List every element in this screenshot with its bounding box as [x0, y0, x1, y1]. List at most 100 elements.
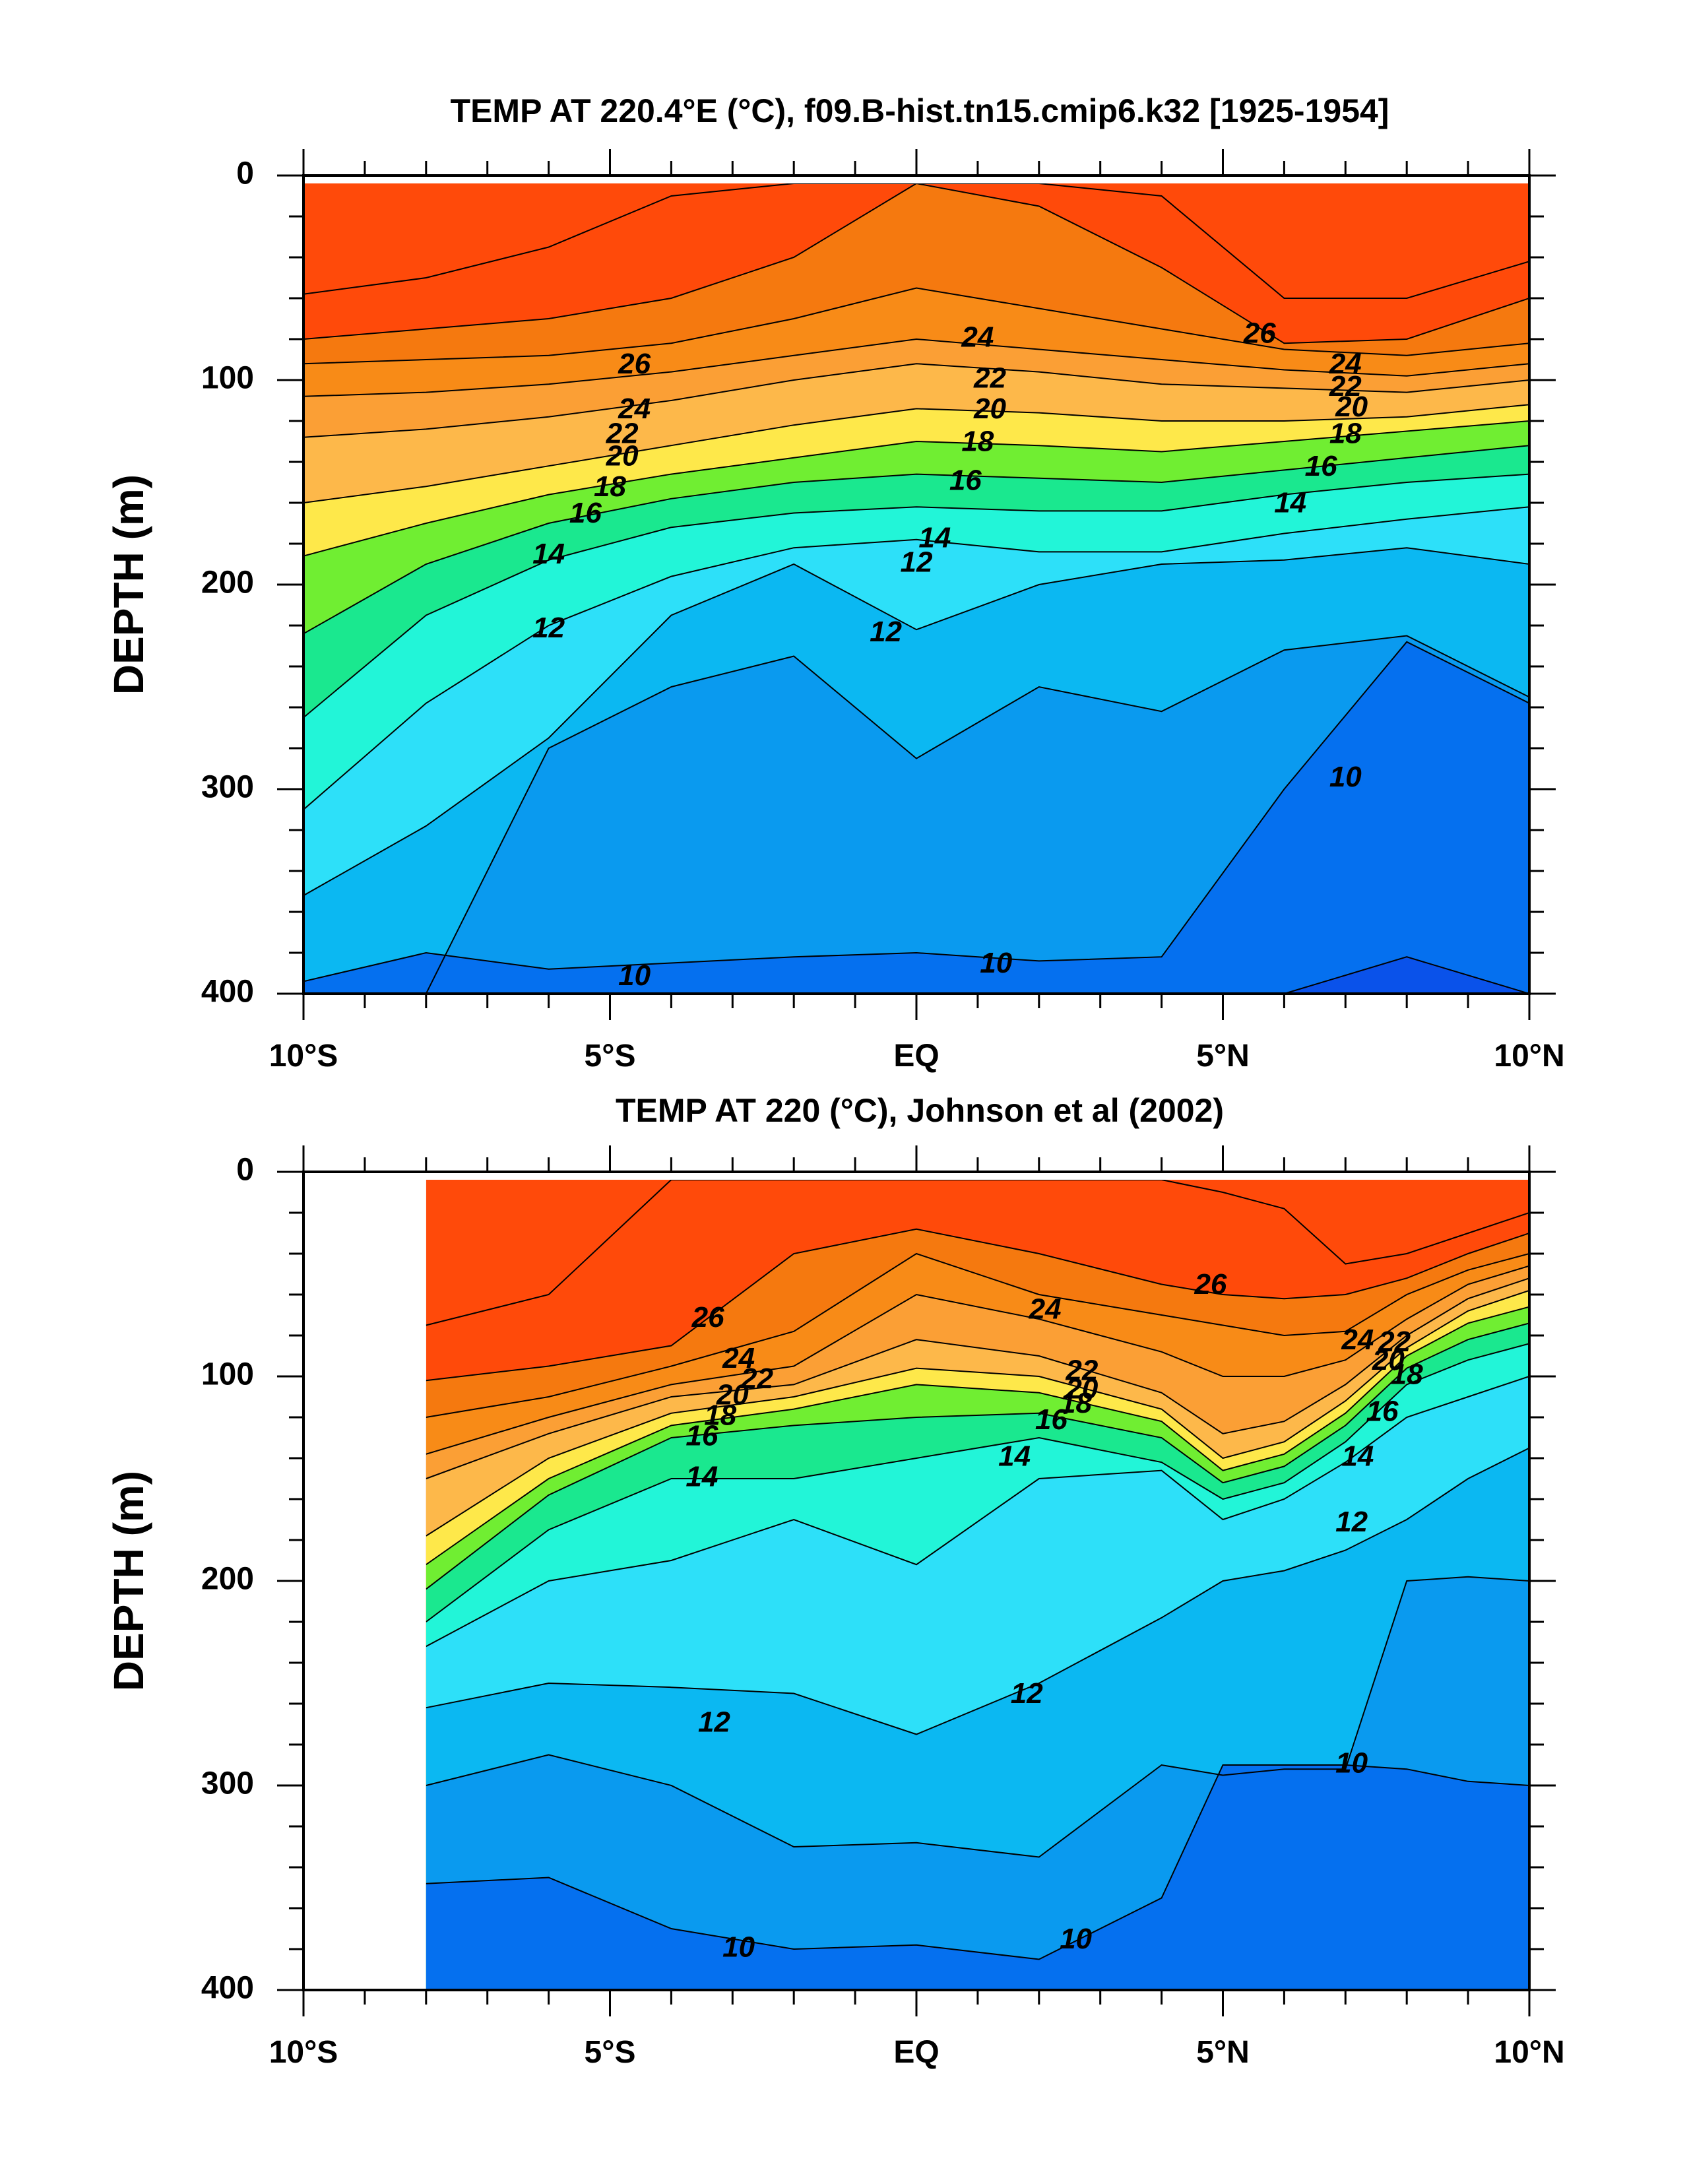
y-tick-label: 400	[201, 1971, 254, 2006]
y-tick-label: 300	[201, 1766, 254, 1801]
x-tick-label: 10°N	[1494, 2035, 1564, 2070]
contour-label: 16	[949, 465, 982, 497]
contour-line-16	[426, 1343, 1529, 1622]
contour-line-27	[303, 183, 1529, 344]
contour-line-24	[426, 1277, 1529, 1479]
contour-label: 20	[716, 1379, 749, 1411]
y-axis-label: DEPTH (m)	[105, 474, 152, 695]
contour-label: 26	[691, 1301, 724, 1333]
contour-line-26	[303, 287, 1529, 365]
contour-label: 12	[532, 612, 565, 644]
contour-label: 26	[618, 348, 651, 380]
contour-line-25	[303, 338, 1529, 397]
contour-label: 18	[961, 426, 994, 458]
contour-label: 18	[1329, 417, 1362, 449]
contour-label: 10	[618, 959, 651, 992]
contour-line-18	[303, 445, 1529, 635]
contour-label: 22	[973, 362, 1006, 395]
contour-label: 16	[685, 1420, 718, 1452]
contour-label: 10	[980, 947, 1012, 979]
contour-label: 22	[1378, 1326, 1411, 1358]
contour-line-28	[303, 183, 1529, 299]
contour-label: 24	[1341, 1324, 1374, 1356]
x-tick-label: 10°S	[269, 2035, 338, 2070]
x-tick-label: EQ	[893, 1039, 939, 1074]
contour-label: 14	[1341, 1440, 1374, 1473]
y-tick-label: 0	[236, 156, 254, 191]
contour-fills	[426, 1180, 1529, 1990]
contour-line-26	[426, 1252, 1529, 1418]
contour-label: 16	[1366, 1395, 1399, 1427]
contour-line-22	[303, 404, 1529, 503]
contour-label: 10	[1335, 1747, 1368, 1780]
y-tick-label: 0	[236, 1153, 254, 1188]
band-fill-9	[303, 957, 1529, 994]
y-tick-label: 300	[201, 770, 254, 805]
contour-label: 14	[918, 521, 951, 554]
contour-label: 22	[740, 1363, 773, 1395]
contour-label: 12	[1011, 1677, 1043, 1710]
contour-label: 10	[722, 1931, 755, 1964]
contour-line-27	[426, 1228, 1529, 1382]
contour-label: 20	[1335, 391, 1368, 423]
contour-line-20	[426, 1306, 1529, 1566]
contour-label: 24	[1029, 1293, 1062, 1325]
contour-label: 10	[1060, 1923, 1092, 1955]
contour-label: 24	[722, 1342, 755, 1374]
x-tick-label: EQ	[893, 2035, 939, 2070]
x-tick-label: 5°N	[1196, 2035, 1250, 2070]
x-tick-label: 10°N	[1494, 1039, 1564, 1074]
contour-label: 10	[1329, 761, 1362, 793]
y-axis-label: DEPTH (m)	[105, 1471, 152, 1691]
contour-label: 18	[1391, 1359, 1423, 1391]
contour-label: 12	[698, 1706, 730, 1739]
contour-line-12	[303, 547, 1529, 897]
contour-line-18	[426, 1322, 1529, 1590]
chart-title: TEMP AT 220.4°E (°C), f09.B-hist.tn15.cm…	[451, 92, 1389, 129]
contour-fills	[303, 183, 1529, 994]
chart-title: TEMP AT 220 (°C), Johnson et al (2002)	[616, 1092, 1224, 1129]
contour-label: 24	[1329, 348, 1362, 380]
contour-label: 20	[606, 439, 639, 472]
contour-label: 20	[973, 393, 1006, 425]
contour-label: 14	[998, 1440, 1031, 1473]
contour-label: 12	[901, 546, 933, 579]
contour-line-9	[303, 956, 1529, 994]
contour-label: 14	[685, 1461, 718, 1493]
model-panel: 2624222018161412102422201816141210262422…	[105, 92, 1565, 1074]
contour-label: 16	[569, 497, 602, 529]
contour-label: 22	[1065, 1354, 1098, 1386]
contour-line-14	[303, 506, 1529, 810]
contour-label: 18	[594, 470, 626, 503]
y-tick-label: 100	[201, 1357, 254, 1392]
contour-label: 22	[606, 417, 639, 449]
contour-label: 16	[1035, 1403, 1068, 1436]
contour-line-24	[303, 363, 1529, 438]
contour-label: 12	[870, 616, 902, 648]
contour-line-11	[303, 635, 1529, 994]
contour-label: 26	[1194, 1268, 1227, 1301]
contour-label: 26	[1243, 317, 1276, 349]
contour-line-10	[303, 641, 1529, 982]
contour-label: 14	[1274, 487, 1306, 519]
y-tick-label: 100	[201, 361, 254, 396]
contour-line-11	[426, 1576, 1529, 1858]
band-fill-10	[303, 641, 1529, 994]
contour-label: 16	[1305, 450, 1337, 482]
x-tick-label: 10°S	[269, 1039, 338, 1074]
x-tick-label: 5°S	[585, 1039, 636, 1074]
y-tick-label: 200	[201, 565, 254, 600]
contour-line-22	[426, 1289, 1529, 1537]
contour-label: 18	[704, 1399, 736, 1432]
contour-line-25	[426, 1265, 1529, 1455]
contour-label: 12	[1335, 1506, 1368, 1538]
x-tick-label: 5°S	[585, 2035, 636, 2070]
contour-label: 18	[1060, 1387, 1092, 1419]
y-tick-label: 200	[201, 1562, 254, 1597]
contour-line-20	[303, 420, 1529, 557]
contour-label: 20	[1372, 1344, 1405, 1376]
contour-label: 24	[618, 393, 651, 425]
